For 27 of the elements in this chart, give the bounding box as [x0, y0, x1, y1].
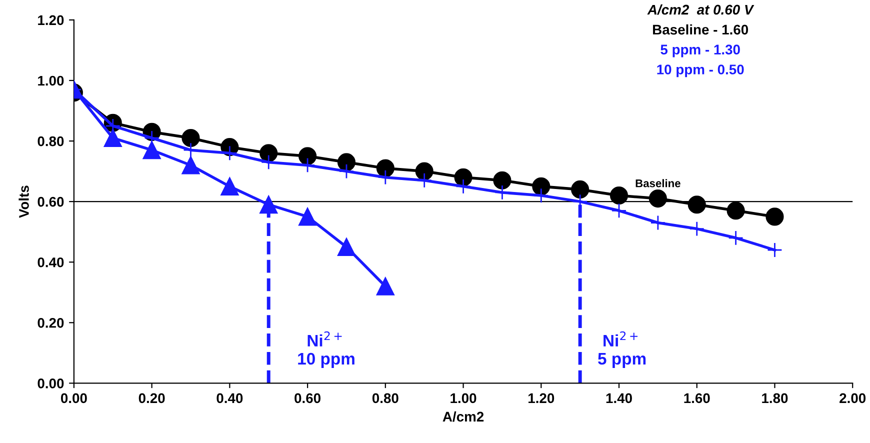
x-tick-label: 1.40 [606, 393, 632, 404]
y-tick-label: 0.00 [38, 378, 64, 388]
y-tick-label: 0.40 [38, 257, 64, 268]
x-tick-label: 1.80 [762, 393, 788, 404]
annotation: Ni$^{2+}$ 10 ppm [298, 331, 354, 368]
annotation: Ni$^{2+}$ 5 ppm [598, 331, 646, 368]
annotation: 10 ppm - 0.50 [657, 64, 744, 78]
y-tick-label: 1.20 [38, 15, 64, 26]
x-tick-label: 0.00 [60, 393, 87, 404]
x-axis-title: A/cm2 [442, 411, 484, 422]
y-tick-label: 0.20 [38, 318, 64, 328]
y-axis-title: Volts [18, 186, 29, 218]
x-tick-label: 1.60 [684, 393, 710, 404]
y-tick-label: 1.00 [38, 76, 64, 86]
x-tick-label: 1.20 [528, 393, 554, 404]
x-tick-label: 0.20 [138, 393, 165, 404]
annotation: 5 ppm - 1.30 [660, 44, 740, 58]
series-label: Baseline [636, 179, 680, 188]
x-tick-label: 2.00 [840, 393, 866, 404]
annotation: Baseline - 1.60 [653, 24, 748, 35]
x-tick-label: 0.40 [216, 393, 243, 404]
y-tick-label: 0.60 [38, 196, 64, 207]
x-tick-label: 0.60 [294, 393, 320, 404]
y-tick-label: 0.80 [38, 136, 64, 146]
x-tick-label: 0.80 [372, 393, 398, 404]
x-tick-label: 1.00 [450, 393, 476, 404]
text: A/cm2 at 0.60 V [647, 4, 754, 15]
